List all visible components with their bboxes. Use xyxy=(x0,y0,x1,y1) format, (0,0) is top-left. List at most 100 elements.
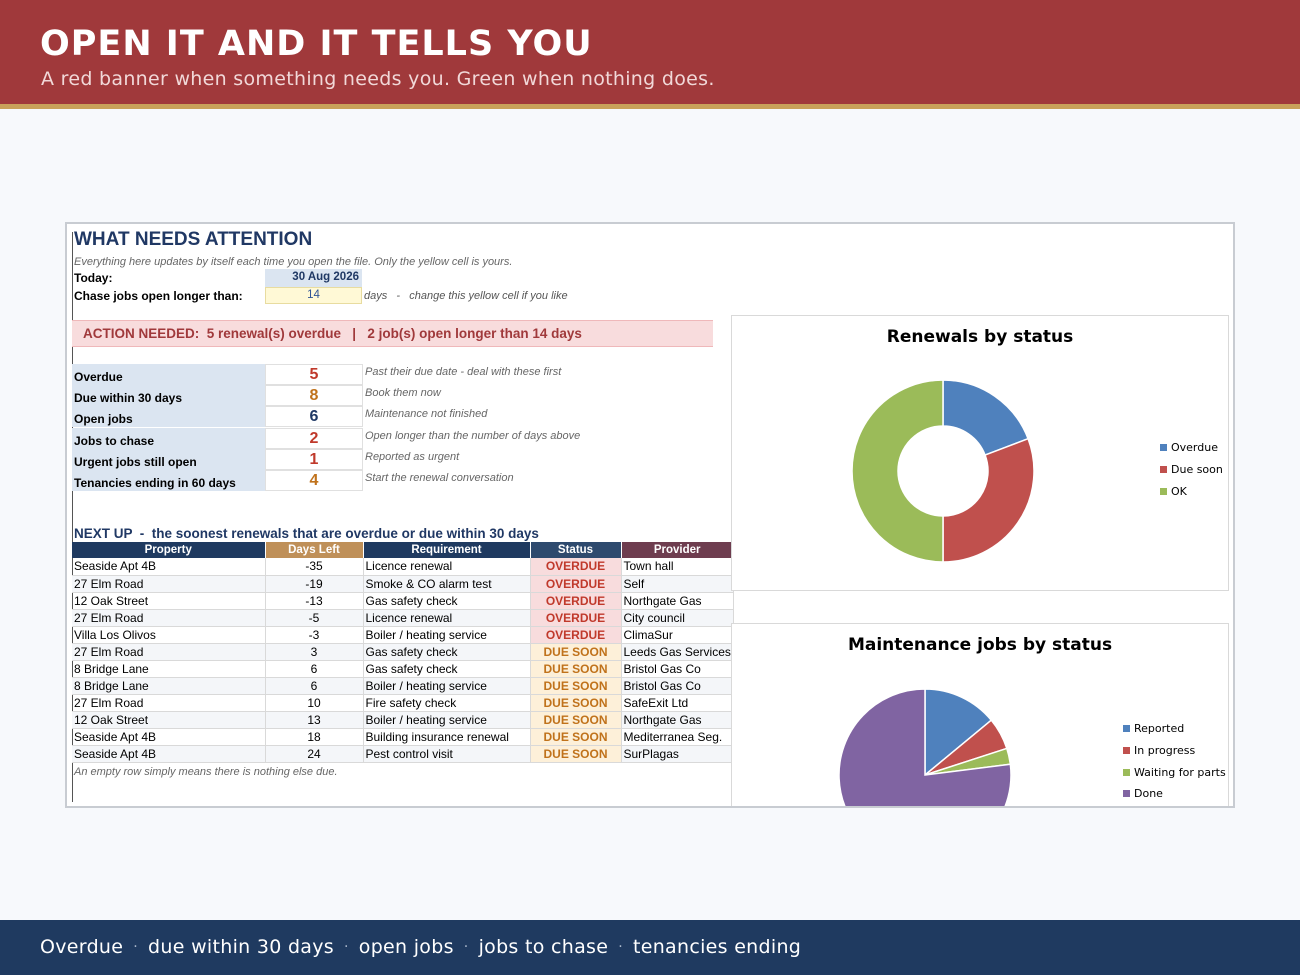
table-row: 27 Elm Road -19 Smoke & CO alarm test OVERD… xyxy=(72,575,734,593)
cell-days-left: -3 xyxy=(265,626,364,644)
summary-note: Book them now xyxy=(365,387,441,400)
table-row: 27 Elm Road -5 Licence renewal OVERDUE City … xyxy=(72,609,734,627)
table-footer-note: An empty row simply means there is nothi… xyxy=(74,766,338,778)
cell-status: DUE SOON xyxy=(530,694,622,712)
cell-requirement: Smoke & CO alarm test xyxy=(363,575,531,593)
summary-value: 8 xyxy=(265,385,363,407)
summary-note: Reported as urgent xyxy=(365,450,460,463)
cell-property: 27 Elm Road xyxy=(72,609,266,627)
cell-status: DUE SOON xyxy=(530,677,622,695)
cell-requirement: Pest control visit xyxy=(363,745,531,763)
table-row: 8 Bridge Lane 6 Boiler / heating service DU… xyxy=(72,677,734,695)
next-up-title: NEXT UP - the soonest renewals that are … xyxy=(74,526,539,541)
pie-slice-done xyxy=(838,688,1012,806)
cell-status: OVERDUE xyxy=(530,626,622,644)
cell-days-left: 24 xyxy=(265,745,364,763)
column-divider xyxy=(72,232,73,802)
table-row: Villa Los Olivos -3 Boiler / heating servi… xyxy=(72,626,734,644)
table-header-row: Property Days Left Requirement Status Provid… xyxy=(72,542,734,558)
legend-swatch xyxy=(1123,725,1130,733)
chase-days-input[interactable]: 14 xyxy=(265,287,362,304)
summary-note: Maintenance not finished xyxy=(365,408,488,421)
legend-label: Due soon xyxy=(1171,463,1223,477)
action-needed-banner: ACTION NEEDED: 5 renewal(s) overdue | 2 … xyxy=(72,320,713,347)
cell-provider: SurPlagas xyxy=(621,745,734,763)
cell-property: Villa Los Olivos xyxy=(72,626,266,644)
table-row: 12 Oak Street 13 Boiler / heating service D… xyxy=(72,711,734,729)
summary-label: Urgent jobs still open xyxy=(72,448,265,470)
legend-entry: Due soon xyxy=(1160,459,1223,481)
summary-label: Overdue xyxy=(72,364,265,385)
footer-banner xyxy=(0,920,1300,975)
legend-entry: Done xyxy=(1123,783,1226,805)
cell-provider: Leeds Gas Services xyxy=(621,643,734,661)
page-title: OPEN IT AND IT TELLS YOU xyxy=(40,24,593,64)
cell-status: DUE SOON xyxy=(530,643,622,661)
cell-status: OVERDUE xyxy=(530,558,622,576)
cell-days-left: 13 xyxy=(265,711,364,729)
sheet-title: WHAT NEEDS ATTENTION xyxy=(74,229,313,250)
table-row: 27 Elm Road 10 Fire safety check DUE SOON Sa… xyxy=(72,694,734,712)
cell-status: OVERDUE xyxy=(530,592,622,610)
renewals-chart-title: Renewals by status xyxy=(886,327,1074,347)
cell-days-left: 6 xyxy=(265,660,364,678)
today-value: 30 Aug 2026 xyxy=(265,269,362,287)
cell-days-left: 10 xyxy=(265,694,364,712)
table-row: Seaside Apt 4B 24 Pest control visit DUE SO… xyxy=(72,745,734,763)
legend-entry: Overdue xyxy=(1160,437,1223,459)
summary-row: Overdue 5 xyxy=(72,364,363,385)
summary-row: Open jobs 6 xyxy=(72,406,363,428)
table-row: 27 Elm Road 3 Gas safety check DUE SOON Leed… xyxy=(72,643,734,661)
legend-label: In progress xyxy=(1134,744,1196,758)
footer-separator: · xyxy=(463,939,469,955)
cell-property: 8 Bridge Lane xyxy=(72,677,266,695)
maintenance-pie xyxy=(838,688,1012,806)
footer-item: open jobs xyxy=(358,936,454,958)
header-stripe xyxy=(0,104,1300,109)
table-row: Seaside Apt 4B -35 Licence renewal OVERDUE T… xyxy=(72,558,734,576)
footer-item: due within 30 days xyxy=(148,936,334,958)
legend-swatch xyxy=(1160,487,1167,495)
cell-property: 12 Oak Street xyxy=(72,711,266,729)
summary-note: Open longer than the number of days abov… xyxy=(365,429,581,442)
footer-item: jobs to chase xyxy=(478,936,609,958)
maintenance-legend: Reported In progress Waiting for parts Done xyxy=(1123,718,1226,805)
cell-provider: Northgate Gas xyxy=(621,711,734,729)
pie-slice-due-soon xyxy=(942,437,1035,563)
cell-property: Seaside Apt 4B xyxy=(72,745,266,763)
cell-days-left: -5 xyxy=(265,609,364,627)
cell-requirement: Fire safety check xyxy=(363,694,531,712)
cell-requirement: Building insurance renewal xyxy=(363,728,531,746)
cell-requirement: Licence renewal xyxy=(363,558,531,576)
cell-provider: Town hall xyxy=(621,558,734,576)
cell-days-left: 18 xyxy=(265,728,364,746)
chase-label: Chase jobs open longer than: xyxy=(74,289,243,303)
cell-requirement: Licence renewal xyxy=(363,609,531,627)
cell-requirement: Gas safety check xyxy=(363,592,531,610)
cell-provider: Bristol Gas Co xyxy=(621,660,734,678)
legend-swatch xyxy=(1123,790,1130,798)
legend-label: Reported xyxy=(1134,722,1185,736)
summary-note: Past their due date - deal with these fi… xyxy=(365,366,562,378)
cell-provider: Mediterranea Seg. xyxy=(621,728,734,746)
cell-property: 12 Oak Street xyxy=(72,592,266,610)
cell-requirement: Boiler / heating service xyxy=(363,626,531,644)
cell-days-left: -13 xyxy=(265,592,364,610)
today-label: Today: xyxy=(74,271,113,285)
summary-label: Open jobs xyxy=(72,406,265,428)
cell-property: Seaside Apt 4B xyxy=(72,728,266,746)
cell-days-left: 6 xyxy=(265,677,364,695)
summary-note: Start the renewal conversation xyxy=(365,472,514,484)
footer-separator: · xyxy=(133,939,139,955)
renewals-legend: Overdue Due soon OK xyxy=(1160,437,1223,502)
spreadsheet-screenshot: WHAT NEEDS ATTENTION Everything here upd… xyxy=(65,222,1235,808)
cell-requirement: Gas safety check xyxy=(363,643,531,661)
footer-item: Overdue xyxy=(40,936,124,958)
column-header: Status xyxy=(530,542,622,558)
cell-requirement: Boiler / heating service xyxy=(363,677,531,695)
summary-row: Urgent jobs still open 1 xyxy=(72,448,363,470)
cell-status: DUE SOON xyxy=(530,728,622,746)
footer-separator: · xyxy=(344,939,349,955)
cell-property: 27 Elm Road xyxy=(72,694,266,712)
cell-provider: Bristol Gas Co xyxy=(621,677,734,695)
